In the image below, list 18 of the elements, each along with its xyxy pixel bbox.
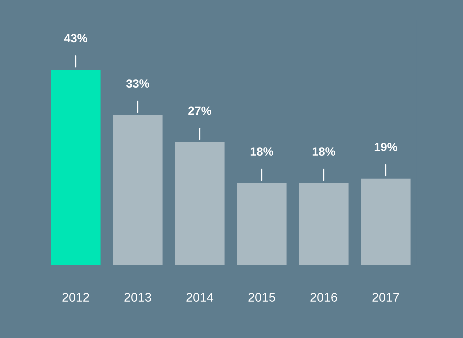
x-tick-label: 2015 [248, 293, 276, 302]
bar [175, 142, 225, 265]
data-label: 43% [64, 34, 88, 43]
x-tick-label: 2012 [62, 293, 90, 302]
x-tick-label: 2014 [186, 293, 214, 302]
x-tick-label: 2017 [372, 293, 400, 302]
x-tick-label: 2016 [310, 293, 338, 302]
data-label: 27% [188, 106, 212, 116]
data-label: 19% [374, 143, 398, 152]
data-label: 18% [250, 148, 274, 156]
data-label: 33% [126, 80, 150, 88]
data-label: 18% [312, 148, 336, 156]
x-tick-label: 2013 [124, 293, 152, 302]
bar [113, 115, 163, 265]
bar [299, 183, 349, 265]
bar [361, 178, 411, 265]
bar [51, 70, 101, 265]
bar [237, 183, 287, 265]
